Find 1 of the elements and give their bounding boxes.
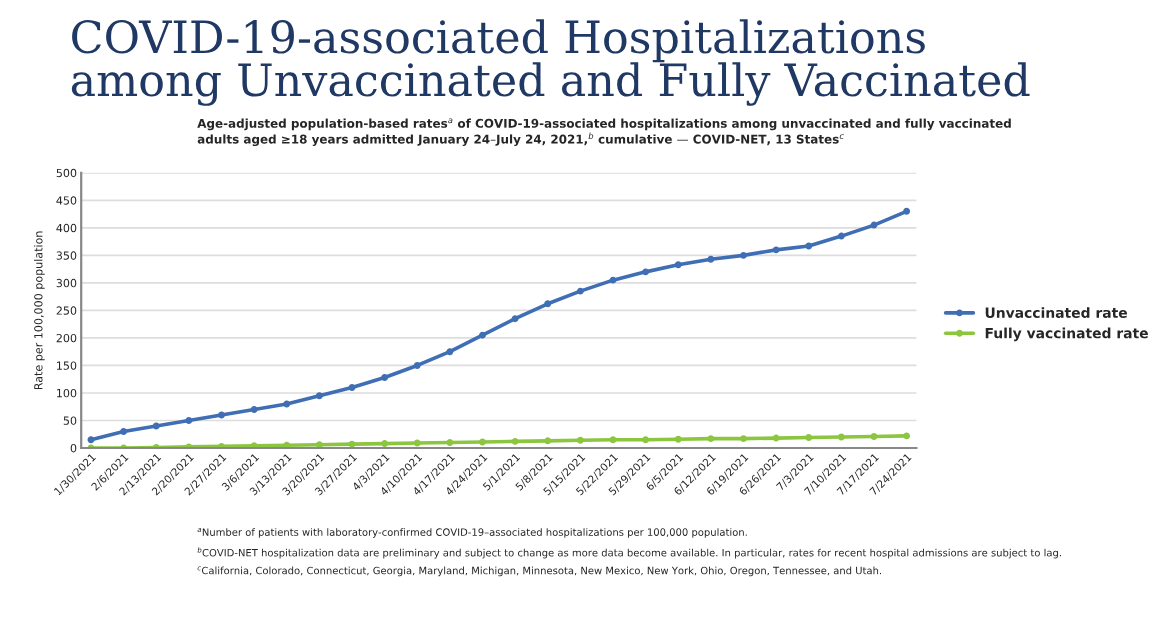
chart-title: COVID-19-associated Hospitalizations among Unvaccinated and Fully Vaccinated (71, 19, 1030, 106)
